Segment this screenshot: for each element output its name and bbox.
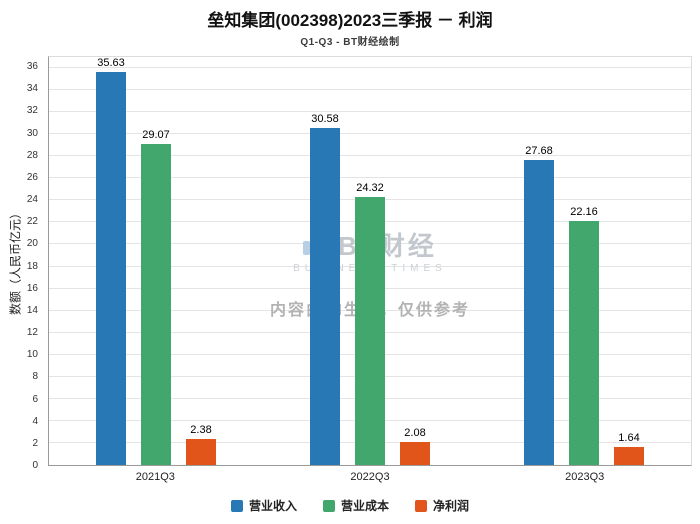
chart-subtitle: Q1-Q3 - BT财经绘制 xyxy=(300,37,400,48)
y-tick-label: 16 xyxy=(26,282,38,294)
bar-slot: 35.63 xyxy=(96,57,126,465)
x-tick-label: 2023Q3 xyxy=(565,471,605,483)
gridline xyxy=(49,133,691,135)
bar: 2.08 xyxy=(400,427,430,465)
bar-value-label: 1.64 xyxy=(618,431,640,444)
y-tick-label: 12 xyxy=(26,327,38,339)
legend-label: 净利润 xyxy=(433,499,470,513)
bar-groups: 35.63 29.07 2.38 30.58 24.32 2.08 27.68 22.16 1.… xyxy=(49,57,691,465)
bar-group: 30.58 24.32 2.08 xyxy=(263,57,477,465)
y-tick-label: 28 xyxy=(26,149,38,161)
y-tick-label: 8 xyxy=(32,371,38,383)
bar: 29.07 xyxy=(141,129,171,465)
plot-area: BT财经 BUSINESS TIMES 内容由AI生成，仅供参考 35.6329… xyxy=(48,56,692,466)
x-tick-label: 2021Q3 xyxy=(135,471,175,483)
bar-slot: 24.32 xyxy=(355,57,385,465)
bar: 35.63 xyxy=(96,57,126,465)
gridline xyxy=(49,177,691,179)
bar-group: 35.63 29.07 2.38 xyxy=(49,57,263,465)
legend-label: 营业成本 xyxy=(340,499,389,513)
bar: 22.16 xyxy=(569,206,599,465)
legend-item: 净利润 xyxy=(415,497,469,514)
y-axis-ticks: 0 2 4 6 8 10 12 14 16 18 20 22 24 26 28 30 32 34 36 xyxy=(0,56,44,471)
y-tick-label: 2 xyxy=(32,437,38,449)
legend-item: 营业成本 xyxy=(322,497,389,514)
legend-swatch xyxy=(230,499,243,512)
y-tick-label: 20 xyxy=(26,238,38,250)
y-tick-label: 30 xyxy=(26,127,38,139)
bar-slot: 2.08 xyxy=(400,57,430,465)
y-tick-label: 14 xyxy=(26,304,38,316)
x-tick-label: 2022Q3 xyxy=(350,471,390,483)
bar-value-label: 24.32 xyxy=(356,181,384,194)
bar-slot: 30.58 xyxy=(310,57,340,465)
y-tick-label: 34 xyxy=(26,83,38,95)
bar-slot: 1.64 xyxy=(614,57,644,465)
y-tick-label: 22 xyxy=(26,216,38,228)
bar-slot: 29.07 xyxy=(141,57,171,465)
bar-value-label: 35.63 xyxy=(97,57,125,70)
bar-slot: 27.68 xyxy=(524,57,554,465)
gridline xyxy=(49,155,691,157)
legend-swatch xyxy=(322,499,335,512)
y-tick-label: 24 xyxy=(26,194,38,206)
bar-slot: 22.16 xyxy=(569,57,599,465)
x-axis-labels: 2021Q3 2022Q3 2023Q3 xyxy=(48,471,692,483)
y-tick-label: 10 xyxy=(26,349,38,361)
bar-group: 27.68 22.16 1.64 xyxy=(477,57,691,465)
y-tick-label: 6 xyxy=(32,393,38,405)
chart-title: 垒知集团(002398)2023三季报 － 利润 xyxy=(207,11,493,30)
bar: 27.68 xyxy=(524,145,554,465)
bar-value-label: 29.07 xyxy=(142,129,170,142)
bar: 2.38 xyxy=(186,424,216,465)
bar: 24.32 xyxy=(355,182,385,465)
bar-value-label: 27.68 xyxy=(525,144,553,157)
bar-value-label: 2.38 xyxy=(190,423,212,436)
y-tick-label: 26 xyxy=(26,171,38,183)
bar: 30.58 xyxy=(310,113,340,465)
bar-value-label: 22.16 xyxy=(570,205,598,218)
legend: 营业收入 营业成本 净利润 xyxy=(0,497,700,514)
bar: 1.64 xyxy=(614,432,644,465)
gridline xyxy=(49,111,691,113)
bar-slot: 2.38 xyxy=(186,57,216,465)
y-tick-label: 0 xyxy=(32,460,38,471)
bar-value-label: 2.08 xyxy=(404,427,426,440)
gridline xyxy=(49,89,691,91)
gridline xyxy=(49,67,691,69)
legend-item: 营业收入 xyxy=(230,497,297,514)
legend-swatch xyxy=(415,499,427,512)
y-tick-label: 18 xyxy=(26,260,38,272)
y-tick-label: 32 xyxy=(26,105,38,117)
legend-label: 营业收入 xyxy=(248,499,297,513)
bar-value-label: 30.58 xyxy=(311,112,339,125)
y-tick-label: 36 xyxy=(26,61,38,73)
y-tick-label: 4 xyxy=(32,415,38,427)
